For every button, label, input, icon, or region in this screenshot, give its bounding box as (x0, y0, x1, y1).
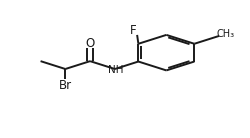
Text: NH: NH (108, 65, 124, 75)
Text: Br: Br (59, 79, 72, 92)
Text: CH₃: CH₃ (216, 29, 234, 39)
Text: O: O (86, 37, 95, 50)
Text: F: F (130, 24, 137, 37)
